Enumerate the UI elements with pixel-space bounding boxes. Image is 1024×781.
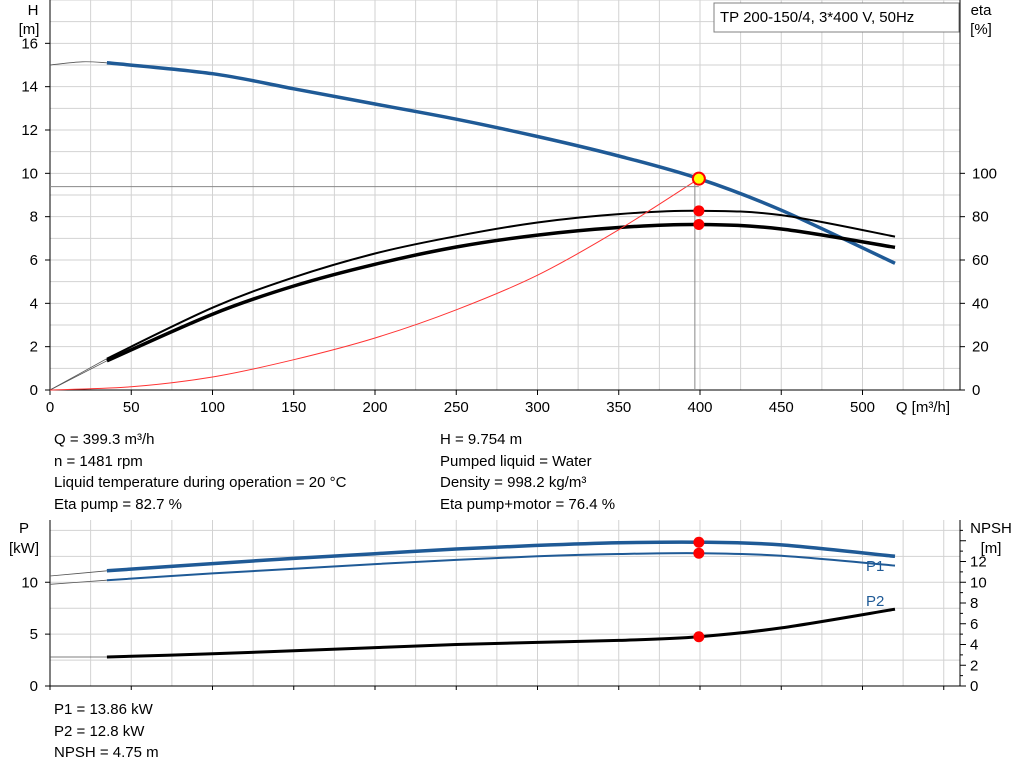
speed-readout: n = 1481 rpm — [54, 452, 143, 470]
flow-readout: Q = 399.3 m³/h — [54, 431, 155, 448]
y-tick-label-right: 4 — [970, 637, 978, 654]
y-tick-label-left: 6 — [30, 252, 38, 269]
x-tick-label: 50 — [123, 399, 140, 416]
top-left-axis-label-2: [m] — [19, 21, 40, 38]
eta-total-readout: Eta pump+motor = 76.4 % — [440, 495, 616, 513]
p1-readout: P1 = 13.86 kW — [54, 701, 153, 718]
density-readout: Density = 998.2 kg/m³ — [440, 474, 587, 491]
duty-info-right: H = 9.754 m Pumped liquid = Water Densit… — [440, 429, 615, 515]
top-gridlines — [50, 0, 960, 390]
top-left-axis-label-1: H — [28, 2, 39, 19]
y-tick-label-left: 4 — [30, 295, 38, 312]
series-line-P1 — [106, 540, 896, 573]
marker-npsh — [693, 631, 705, 643]
x-tick-label: 400 — [687, 399, 712, 416]
head-readout: H = 9.754 m — [440, 431, 523, 448]
series-line-P2 — [106, 552, 896, 582]
x-tick-label: 200 — [362, 399, 387, 416]
x-axis-label: Q [m³/h] — [896, 399, 950, 416]
x-tick-label: 450 — [769, 399, 794, 416]
bottom-left-axis-label-1: P — [19, 520, 29, 537]
x-tick-label: 250 — [444, 399, 469, 416]
title-box: TP 200-150/4, 3*400 V, 50Hz — [713, 2, 960, 33]
bottom-left-axis-label-2: [kW] — [9, 540, 39, 557]
top-right-axis-label-2: [%] — [970, 21, 992, 38]
y-tick-label-right: 6 — [970, 616, 978, 633]
bottom-markers — [693, 536, 705, 643]
y-tick-label-right: 2 — [970, 657, 978, 674]
series-line-eta_pump — [106, 209, 896, 360]
curve-extension-0 — [49, 61, 107, 66]
x-tick-label: 150 — [281, 399, 306, 416]
y-tick-label-left: 0 — [30, 382, 38, 399]
chart-title: TP 200-150/4, 3*400 V, 50Hz — [720, 9, 914, 26]
bottom-gridlines — [50, 520, 960, 686]
series-line-NPSH — [106, 607, 896, 659]
x-tick-label: 500 — [850, 399, 875, 416]
series-label-p2: P2 — [866, 593, 884, 610]
y-tick-label-left: 16 — [21, 35, 38, 52]
y-tick-label-right: 100 — [972, 165, 997, 182]
bottom-right-axis-label-2: [m] — [981, 540, 1002, 557]
x-tick-label: 300 — [525, 399, 550, 416]
y-tick-label-right: 60 — [972, 252, 989, 269]
duty-info-left: Q = 399.3 m³/h n = 1481 rpm Liquid tempe… — [54, 429, 346, 515]
y-tick-label-right: 0 — [970, 678, 978, 695]
marker-eta-total — [693, 218, 705, 230]
curve-extension-0 — [49, 570, 107, 577]
y-tick-label-left: 12 — [21, 122, 38, 139]
y-tick-label-right: 10 — [970, 574, 987, 591]
y-tick-label-right: 40 — [972, 295, 989, 312]
y-tick-label-left: 2 — [30, 339, 38, 356]
curve-extension-1 — [49, 579, 107, 585]
marker-eta-pump — [693, 205, 705, 217]
marker-p2 — [693, 547, 705, 559]
marker-p1 — [693, 536, 705, 548]
top-ticks: 0 50 100 150 200 250 300 350 400 450 5000246810121… — [21, 35, 997, 416]
x-tick-label: 100 — [200, 399, 225, 416]
y-tick-label-right: 0 — [972, 382, 980, 399]
eta-pump-readout: Eta pump = 82.7 % — [54, 495, 182, 513]
y-tick-label-left: 14 — [21, 79, 38, 96]
series-label-p1: P1 — [866, 558, 884, 575]
power-info: P1 = 13.86 kW P2 = 12.8 kW NPSH = 4.75 m — [54, 699, 159, 764]
bottom-right-axis-label-1: NPSH — [970, 520, 1012, 537]
x-tick-label: 0 — [46, 399, 54, 416]
bottom-ticks: 0 5 10 0 2 4 6 8 10 12 — [21, 529, 987, 695]
y-tick-label-left: 10 — [21, 574, 38, 591]
curve-extension-2 — [49, 360, 108, 391]
series-line-eta_total — [106, 222, 896, 363]
y-tick-label-right: 8 — [970, 595, 978, 612]
series-line-H — [106, 61, 896, 265]
bottom-curves — [49, 540, 896, 659]
npsh-readout: NPSH = 4.75 m — [54, 744, 159, 761]
top-curves — [49, 61, 896, 391]
series-line-system — [49, 178, 700, 391]
y-tick-label-right: 12 — [970, 554, 987, 571]
top-markers — [50, 171, 706, 390]
y-tick-label-left: 5 — [30, 626, 38, 643]
y-tick-label-left: 0 — [30, 678, 38, 695]
y-tick-label-left: 8 — [30, 209, 38, 226]
y-tick-label-right: 80 — [972, 209, 989, 226]
liquid-readout: Pumped liquid = Water — [440, 452, 592, 470]
temperature-readout: Liquid temperature during operation = 20… — [54, 474, 347, 491]
marker-duty-point — [691, 171, 706, 186]
p2-readout: P2 = 12.8 kW — [54, 722, 145, 740]
x-tick-label: 350 — [606, 399, 631, 416]
y-tick-label-left: 10 — [21, 165, 38, 182]
y-tick-label-right: 20 — [972, 339, 989, 356]
top-right-axis-label-1: eta — [971, 2, 993, 19]
